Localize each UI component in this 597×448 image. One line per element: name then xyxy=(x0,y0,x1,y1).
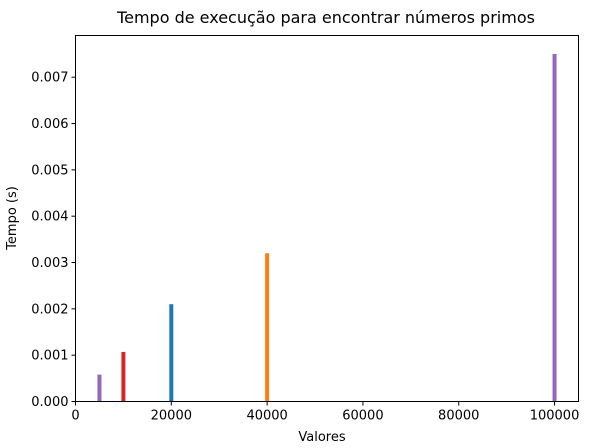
x-tick-label: 60000 xyxy=(342,409,383,424)
x-axis-label: Valores xyxy=(298,430,345,445)
bar-10000 xyxy=(121,351,126,402)
x-axis-ticks: 0 20000 40000 60000 80000 100000 xyxy=(71,401,580,424)
y-tick-label: 0.005 xyxy=(31,163,68,178)
x-tick-label: 20000 xyxy=(151,409,192,424)
y-tick-label: 0.007 xyxy=(31,71,68,86)
y-tick-label: 0.000 xyxy=(31,395,68,410)
chart-title: Tempo de execução para encontrar números… xyxy=(116,8,535,27)
bar-100000 xyxy=(552,54,557,402)
x-tick-label: 100000 xyxy=(530,409,580,424)
y-tick-label: 0.004 xyxy=(31,210,68,225)
plot-frame xyxy=(75,35,579,402)
y-tick-label: 0.001 xyxy=(31,349,68,364)
y-tick-label: 0.002 xyxy=(31,302,68,317)
bar-40000 xyxy=(265,253,270,402)
x-tick-label: 80000 xyxy=(438,409,479,424)
y-axis-ticks: 0.000 0.001 0.002 0.003 0.004 0.005 0.006 0.007 xyxy=(31,71,76,410)
bars-group xyxy=(97,54,557,402)
y-axis-label: Tempo (s) xyxy=(5,186,20,251)
y-tick-label: 0.003 xyxy=(31,256,68,271)
y-tick-label: 0.006 xyxy=(31,117,68,132)
x-tick-label: 0 xyxy=(71,409,79,424)
bar-20000 xyxy=(169,304,174,402)
bar-5000 xyxy=(97,374,102,402)
x-tick-label: 40000 xyxy=(246,409,287,424)
